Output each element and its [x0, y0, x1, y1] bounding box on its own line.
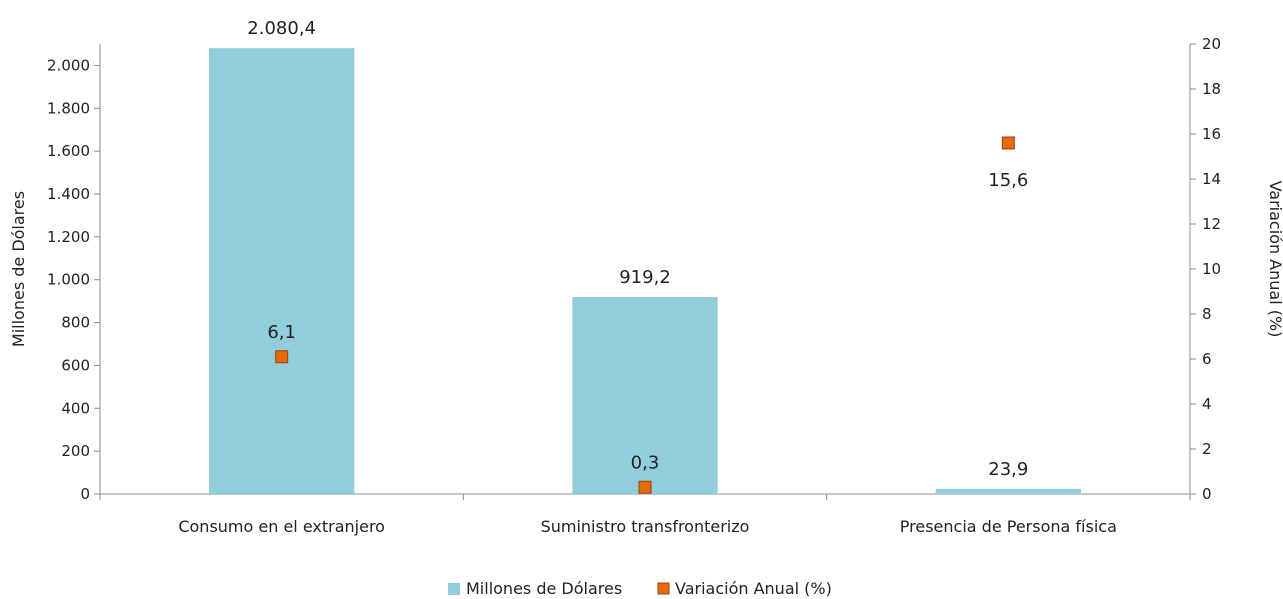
- bar: [209, 48, 355, 494]
- marker-point: [275, 350, 289, 364]
- bar: [935, 488, 1081, 494]
- y-tick-label: 1.800: [47, 99, 90, 117]
- y-tick-label: 400: [61, 399, 90, 417]
- y2-tick-label: 0: [1202, 485, 1212, 503]
- bar-value-label: 2.080,4: [247, 18, 316, 39]
- y-tick-label: 600: [61, 356, 90, 374]
- y2-tick-label: 12: [1202, 215, 1221, 233]
- y2-axis-title: Variación Anual (%): [1266, 181, 1283, 338]
- x-category-label: Consumo en el extranjero: [178, 517, 385, 536]
- y2-tick-label: 8: [1202, 305, 1212, 323]
- y-axis-title: Millones de Dólares: [9, 191, 28, 347]
- y2-tick-label: 10: [1202, 260, 1221, 278]
- bar-value-label: 23,9: [988, 459, 1028, 480]
- legend-swatch-millones: [448, 583, 460, 595]
- markers: [275, 136, 1015, 494]
- y2-tick-label: 4: [1202, 395, 1212, 413]
- y2-tick-label: 20: [1202, 35, 1221, 53]
- legend-label-variacion: Variación Anual (%): [675, 579, 832, 598]
- y-tick-label: 2.000: [47, 56, 90, 74]
- y-tick-label: 1.200: [47, 228, 90, 246]
- legend-swatch-variacion: [657, 582, 670, 595]
- data-labels: 2.080,4 919,2 23,9 6,1 0,3 15,6: [247, 18, 1028, 480]
- y2-tick-label: 2: [1202, 440, 1212, 458]
- marker-value-label: 6,1: [267, 322, 296, 343]
- axes: 02004006008001.0001.2001.4001.6001.8002.…: [47, 35, 1221, 536]
- y-tick-label: 1.600: [47, 142, 90, 160]
- x-category-label: Suministro transfronterizo: [541, 517, 750, 536]
- y2-tick-label: 16: [1202, 125, 1221, 143]
- bar-value-label: 919,2: [619, 267, 671, 288]
- legend-label-millones: Millones de Dólares: [466, 579, 622, 598]
- x-category-label: Presencia de Persona física: [900, 517, 1117, 536]
- y-tick-label: 1.400: [47, 185, 90, 203]
- y-tick-label: 1.000: [47, 271, 90, 289]
- marker-value-label: 0,3: [631, 452, 660, 473]
- bar: [572, 297, 718, 494]
- y2-tick-label: 18: [1202, 80, 1221, 98]
- y-tick-label: 200: [61, 442, 90, 460]
- y2-tick-label: 6: [1202, 350, 1212, 368]
- marker-point: [638, 480, 652, 494]
- marker-point: [1001, 136, 1015, 150]
- y2-tick-label: 14: [1202, 170, 1221, 188]
- y-tick-label: 800: [61, 314, 90, 332]
- bars: [209, 48, 1081, 494]
- marker-value-label: 15,6: [988, 170, 1028, 191]
- y-tick-label: 0: [80, 485, 90, 503]
- legend: Millones de Dólares Variación Anual (%): [448, 579, 832, 598]
